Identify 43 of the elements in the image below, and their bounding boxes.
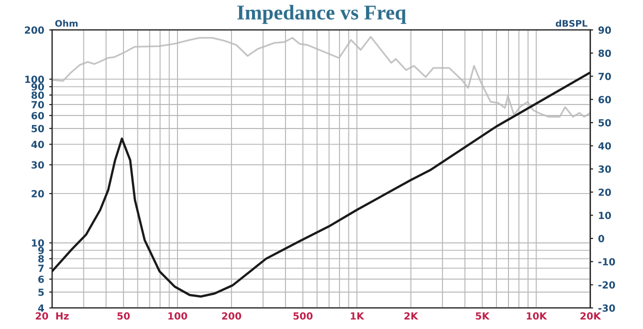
y2-tick-label: 50 <box>598 119 611 126</box>
x-tick-label: 20K <box>580 312 602 320</box>
y-tick-label: 60 <box>32 112 44 120</box>
x-tick-label: 10K <box>526 312 548 320</box>
y-tick-label: 4 <box>38 304 44 312</box>
y2-tick-label: 80 <box>598 50 611 57</box>
y2-tick-label: 40 <box>598 142 611 150</box>
y-tick-label: 200 <box>24 26 44 34</box>
x-tick-label: 200 <box>222 312 242 320</box>
y2-tick-label: 90 <box>598 26 611 34</box>
y-tick-label: 90 <box>31 83 44 91</box>
y2-tick-label: -30 <box>598 304 616 312</box>
y2-axis-title: dBSPL <box>556 20 588 27</box>
x-tick-label: 100 <box>168 312 188 320</box>
y-tick-label: 10 <box>32 239 44 247</box>
x-tick-label: 1K <box>350 312 364 320</box>
y-tick-label: 50 <box>32 124 44 132</box>
x-tick-label: 2K <box>404 312 418 320</box>
y2-tick-label: 0 <box>598 234 604 242</box>
y-tick-label: 30 <box>32 161 44 169</box>
chart-title: Impedance vs Freq <box>237 4 406 24</box>
x-tick-label: 500 <box>293 312 313 320</box>
y2-tick-label: 20 <box>598 188 611 196</box>
y-tick-label: 40 <box>31 140 44 148</box>
y-tick-label: 70 <box>32 101 44 108</box>
y2-tick-label: -20 <box>598 281 616 289</box>
y2-tick-label: 70 <box>598 72 611 80</box>
y2-tick-label: 10 <box>599 212 611 220</box>
x-tick-label: 5K <box>476 312 490 320</box>
x-tick-label: 50 <box>117 312 130 320</box>
y-tick-label: 80 <box>32 92 44 99</box>
y-tick-label: 5 <box>38 288 44 296</box>
y2-tick-label: 30 <box>598 165 611 173</box>
y-tick-label: 20 <box>32 190 44 198</box>
y-tick-label: 9 <box>38 246 44 254</box>
y-axis-title: Ohm <box>55 20 78 27</box>
y-tick-label: 8 <box>38 255 44 263</box>
y-tick-label: 6 <box>38 276 44 283</box>
y2-tick-label: -10 <box>598 258 616 266</box>
x-tick-label: 20 Hz <box>36 312 69 320</box>
y-tick-label: 7 <box>38 264 44 272</box>
y2-tick-label: 60 <box>598 96 611 104</box>
y-tick-label: 100 <box>25 76 44 84</box>
